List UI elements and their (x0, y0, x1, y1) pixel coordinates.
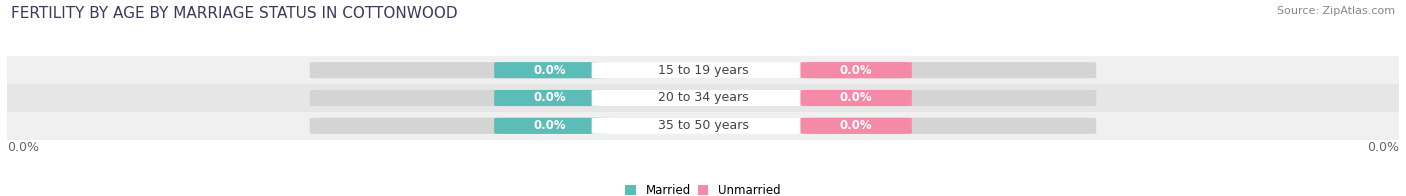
FancyBboxPatch shape (592, 90, 814, 106)
FancyBboxPatch shape (495, 90, 606, 106)
Text: 0.0%: 0.0% (7, 141, 39, 154)
Bar (7, 56, 1399, 84)
FancyBboxPatch shape (309, 62, 1097, 78)
FancyBboxPatch shape (495, 118, 606, 134)
FancyBboxPatch shape (800, 90, 912, 106)
Bar (7, 112, 1399, 140)
FancyBboxPatch shape (592, 118, 814, 134)
Bar (7, 84, 1399, 112)
FancyBboxPatch shape (800, 118, 912, 134)
Text: FERTILITY BY AGE BY MARRIAGE STATUS IN COTTONWOOD: FERTILITY BY AGE BY MARRIAGE STATUS IN C… (11, 6, 458, 21)
Legend: Married, Unmarried: Married, Unmarried (626, 184, 780, 196)
Text: 0.0%: 0.0% (839, 92, 873, 104)
Text: 15 to 19 years: 15 to 19 years (658, 64, 748, 77)
FancyBboxPatch shape (592, 62, 814, 78)
Text: 35 to 50 years: 35 to 50 years (658, 119, 748, 132)
FancyBboxPatch shape (309, 90, 1097, 106)
Text: 0.0%: 0.0% (839, 119, 873, 132)
FancyBboxPatch shape (800, 62, 912, 78)
FancyBboxPatch shape (309, 118, 1097, 134)
FancyBboxPatch shape (495, 62, 606, 78)
Text: 0.0%: 0.0% (839, 64, 873, 77)
Text: 20 to 34 years: 20 to 34 years (658, 92, 748, 104)
Text: Source: ZipAtlas.com: Source: ZipAtlas.com (1277, 6, 1395, 16)
Text: 0.0%: 0.0% (533, 119, 567, 132)
Text: 0.0%: 0.0% (533, 64, 567, 77)
Text: 0.0%: 0.0% (1367, 141, 1399, 154)
Text: 0.0%: 0.0% (533, 92, 567, 104)
